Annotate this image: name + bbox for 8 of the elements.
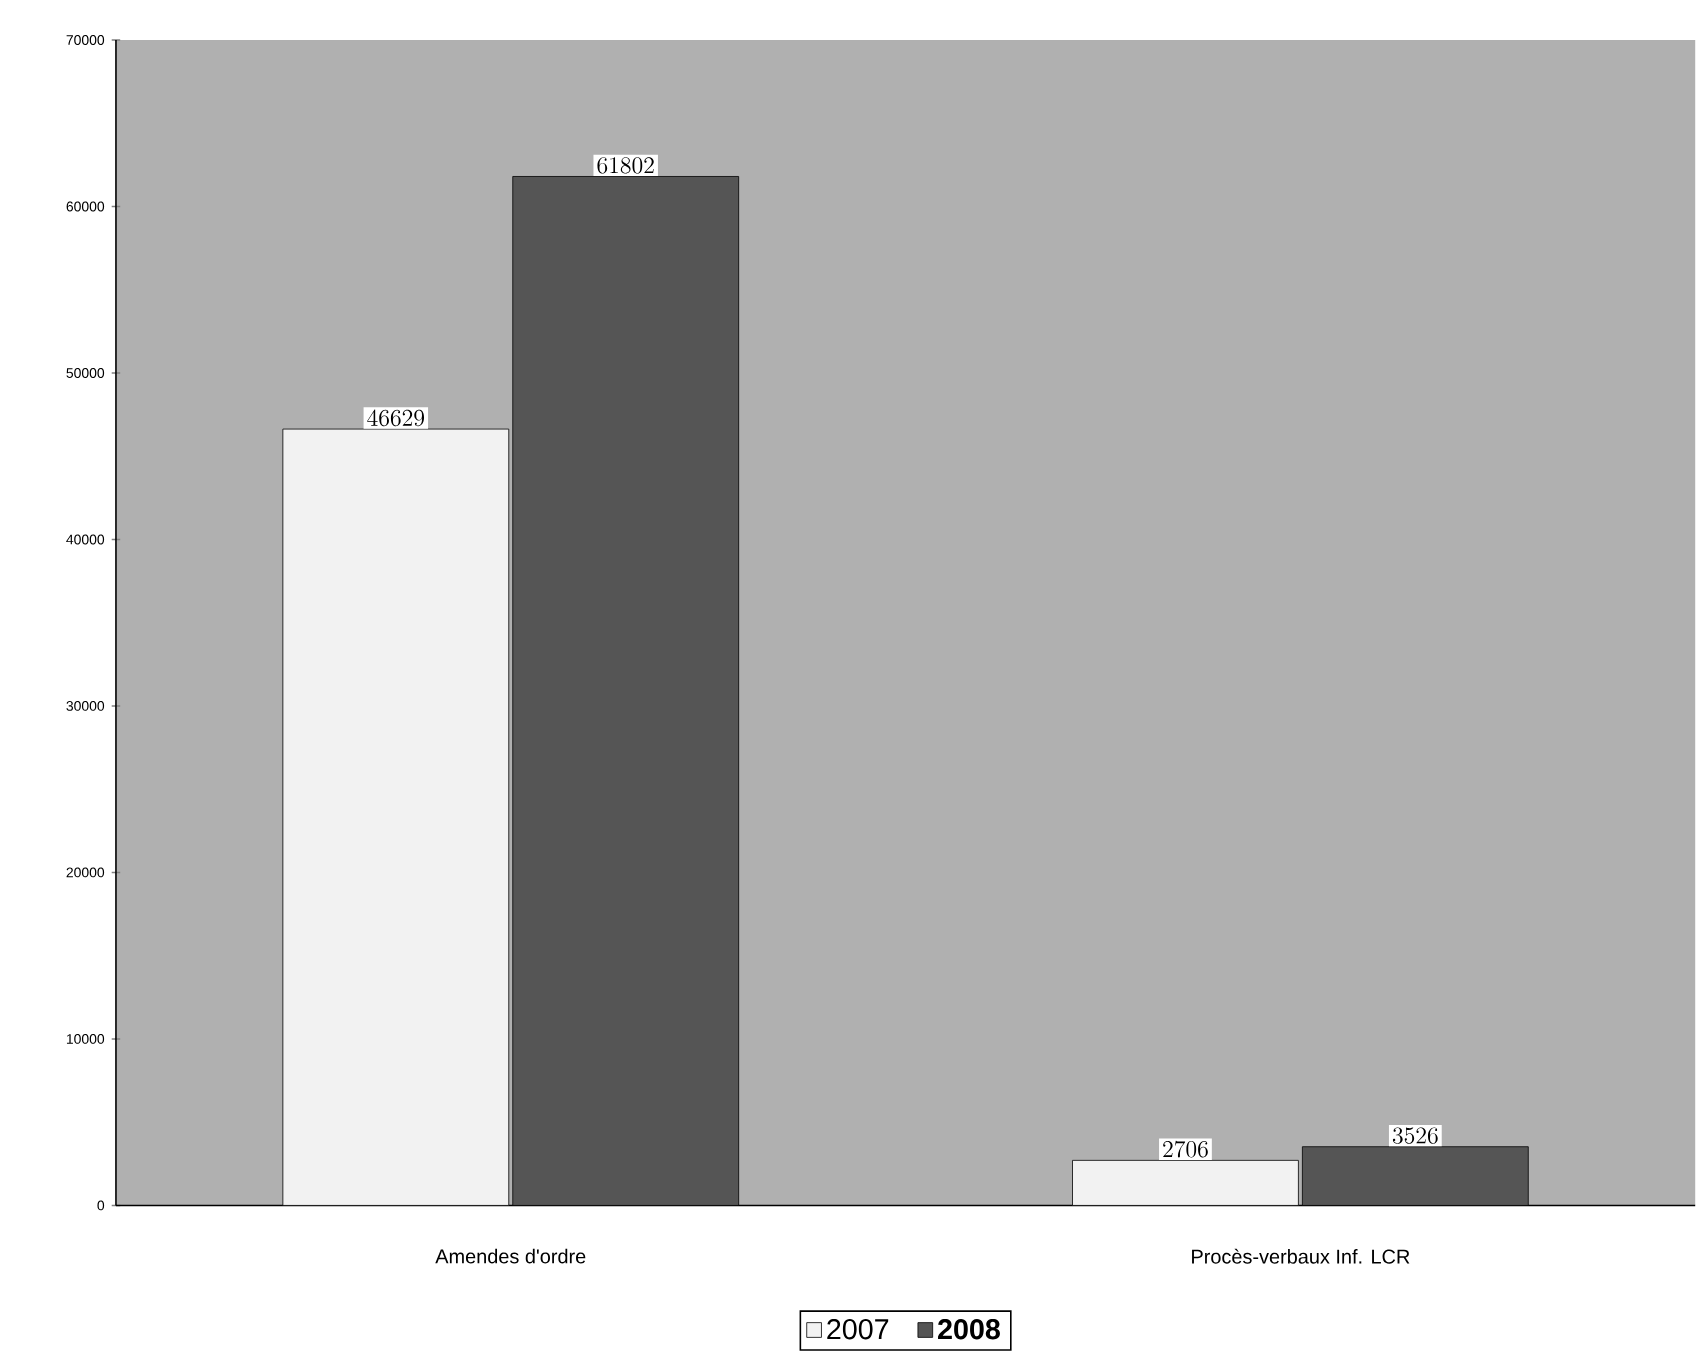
data-label: 3526: [1392, 1127, 1438, 1145]
x-tick-label: Procès-verbaux Inf. LCR: [1192, 1249, 1410, 1265]
data-label: 46629: [367, 409, 425, 427]
data-label: 61802: [597, 157, 654, 174]
x-tick-label: Amendes d'ordre: [435, 1249, 586, 1264]
legend-label: 2008: [938, 1319, 1000, 1340]
legend-label: 2007: [827, 1319, 889, 1340]
data-label: 2706: [1163, 1141, 1208, 1158]
